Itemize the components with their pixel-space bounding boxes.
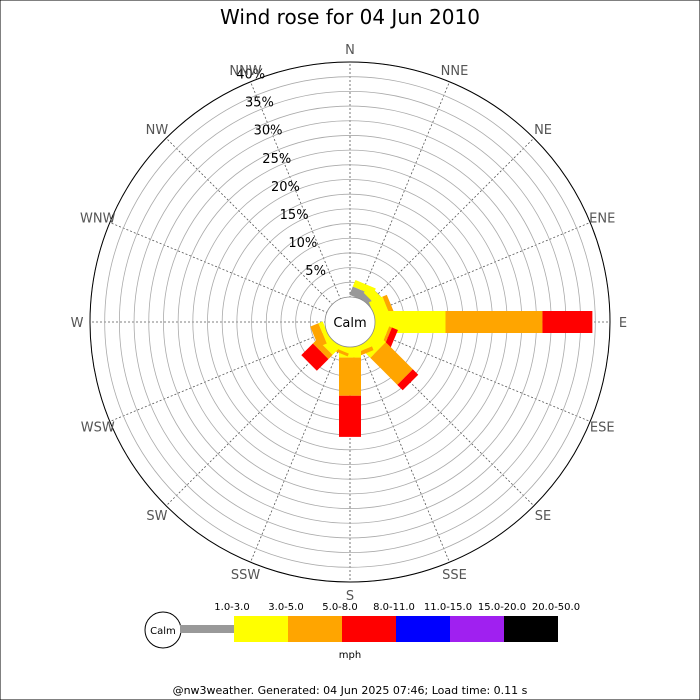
bar-s-5.0-8.0: [339, 357, 361, 396]
legend-swatch-8.0-11.0: [342, 616, 396, 642]
bars-layer: [301, 280, 593, 437]
radial-line-nw: [165, 137, 351, 323]
legend: Calm 1.0-3.0 3.0-5.0 5.0-8.0 8.0-11.0 11.0-15…: [144, 602, 580, 661]
legend-label-11.0-15.0: 11.0-15.0: [424, 602, 472, 613]
direction-label-e: E: [619, 316, 627, 331]
radial-line-nnw: [250, 81, 351, 323]
legend-swatch-5.0-8.0: [288, 616, 342, 642]
percent-tick-label: 35%: [245, 96, 274, 111]
direction-label-nnw: NNW: [229, 64, 261, 79]
percent-tick-label: 10%: [288, 236, 317, 251]
direction-label-nne: NNE: [441, 64, 469, 79]
legend-swatch-15.0-20.0: [450, 616, 504, 642]
legend-label-8.0-11.0: 8.0-11.0: [373, 602, 415, 613]
legend-swatch-11.0-15.0: [396, 616, 450, 642]
percent-tick-label: 20%: [271, 180, 300, 195]
direction-label-sw: SW: [146, 509, 167, 524]
direction-label-nw: NW: [146, 123, 169, 138]
outer-ring: [89, 61, 611, 583]
legend-units: mph: [339, 650, 361, 661]
bar-e-5.0-8.0: [445, 311, 543, 333]
bar-sw-8.0-11.0: [301, 343, 329, 371]
legend-label-1.0-3.0: 1.0-3.0: [214, 602, 249, 613]
direction-label-ssw: SSW: [231, 568, 261, 583]
radial-line-ene: [349, 222, 591, 323]
direction-label-s: S: [346, 589, 354, 604]
radial-line-se: [349, 321, 535, 507]
direction-label-n: N: [345, 43, 355, 58]
direction-label-wnw: WNW: [80, 212, 116, 227]
calm-label: Calm: [333, 316, 366, 331]
percent-tick-label: 40%: [236, 68, 265, 83]
direction-label-sse: SSE: [442, 568, 467, 583]
radial-line-sse: [349, 321, 450, 563]
bar-se-5.0-8.0: [370, 342, 413, 385]
bar-wsw-5.0-8.0: [310, 323, 327, 347]
bar-e-8.0-11.0: [542, 311, 593, 333]
direction-label-ene: ENE: [589, 212, 615, 227]
radial-line-ese: [349, 321, 591, 422]
grid-ring: [104, 76, 596, 568]
direction-label-wsw: WSW: [81, 420, 115, 435]
labels-layer: Calm 5% 10% 15% 20% 25% 30% 35% 40% N NNE NE ENE E ESE…: [71, 43, 628, 604]
percent-tick-label: 25%: [262, 152, 291, 167]
legend-label-5.0-8.0: 5.0-8.0: [322, 602, 357, 613]
legend-label-20.0-50.0: 20.0-50.0: [532, 602, 580, 613]
radial-line-ne: [349, 137, 535, 323]
radial-line-wsw: [109, 321, 351, 422]
legend-calm-label: Calm: [150, 626, 176, 637]
percent-tick-label: 30%: [254, 124, 283, 139]
radial-line-sw: [165, 321, 351, 507]
legend-label-3.0-5.0: 3.0-5.0: [268, 602, 303, 613]
radial-line-ssw: [250, 321, 351, 563]
bar-se-8.0-11.0: [397, 369, 419, 391]
chart-title: Wind rose for 04 Jun 2010: [220, 5, 480, 29]
bar-s-3.0-5.0: [339, 347, 361, 358]
direction-label-ese: ESE: [590, 420, 615, 435]
legend-swatch-20.0-50.0: [504, 616, 558, 642]
legend-swatch-1.0-3.0: [180, 625, 234, 633]
bar-e-3.0-5.0: [375, 311, 446, 333]
percent-tick-label: 5%: [305, 264, 326, 279]
legend-label-15.0-20.0: 15.0-20.0: [478, 602, 526, 613]
legend-swatch-3.0-5.0: [234, 616, 288, 642]
radial-line-wnw: [109, 222, 351, 323]
direction-label-w: W: [71, 316, 84, 331]
direction-label-se: SE: [535, 509, 551, 524]
bar-s-8.0-11.0: [339, 395, 361, 437]
bar-wsw-3.0-5.0: [318, 321, 332, 344]
percent-tick-label: 15%: [280, 208, 309, 223]
calm-circle: [324, 296, 376, 348]
direction-label-ne: NE: [534, 123, 552, 138]
footer-text: @nw3weather. Generated: 04 Jun 2025 07:4…: [173, 684, 528, 697]
radial-line-nne: [349, 81, 450, 323]
